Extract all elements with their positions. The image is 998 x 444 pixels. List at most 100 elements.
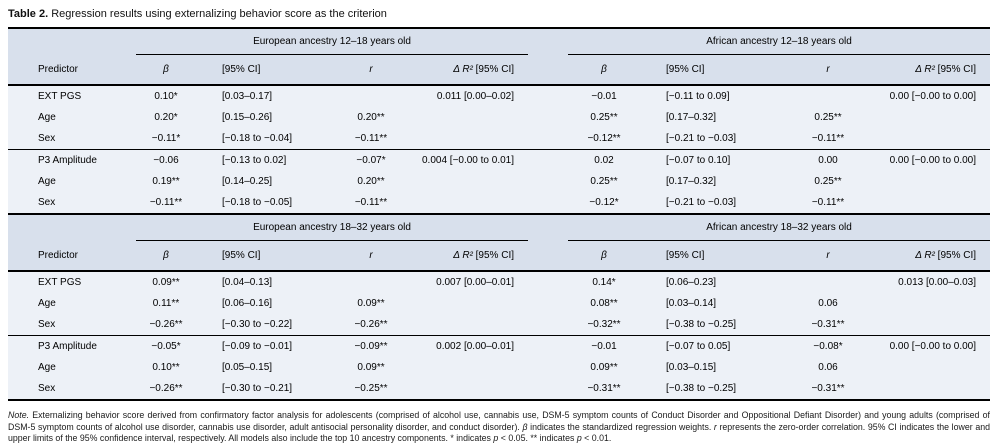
- r-cell: [326, 271, 416, 293]
- r-cell: [326, 85, 416, 107]
- ci-cell: [−0.07 to 0.05]: [640, 335, 787, 357]
- panel2-european-spanner: European ancestry 18–32 years old: [136, 213, 529, 241]
- spanner-gap: [528, 28, 569, 55]
- table-caption: Table 2. Regression results using extern…: [8, 8, 998, 20]
- delta-r2-cell: [416, 128, 529, 150]
- r-header: r: [326, 240, 416, 272]
- r-cell: [786, 271, 871, 293]
- ci-cell: [−0.30 to −0.21]: [196, 378, 326, 401]
- delta-r2-cell: [416, 171, 529, 192]
- gap-cell: [528, 171, 569, 192]
- table-number: Table 2.: [8, 8, 49, 20]
- r-cell: −0.11**: [786, 192, 871, 214]
- r-header: r: [786, 240, 871, 272]
- delta-r2-symbol: Δ R²: [915, 64, 935, 75]
- table-row: Sex −0.26** [−0.30 to −0.21] −0.25** −0.…: [8, 378, 991, 401]
- delta-r2-cell: [416, 314, 529, 336]
- delta-r2-symbol: Δ R²: [453, 64, 473, 75]
- ci-header: [95% CI]: [640, 54, 787, 86]
- gap-cell: [528, 335, 569, 357]
- beta-cell: −0.05*: [136, 335, 196, 357]
- delta-r2-cell: [870, 107, 991, 128]
- delta-r2-symbol: Δ R²: [453, 250, 473, 261]
- panel1-african-spanner: African ancestry 12–18 years old: [568, 28, 991, 55]
- beta-cell: 0.25**: [568, 107, 641, 128]
- r-cell: −0.07*: [326, 149, 416, 171]
- predictor-cell: Age: [8, 293, 136, 314]
- ci-cell: [0.06–0.16]: [196, 293, 326, 314]
- ci-cell: [0.05–0.15]: [196, 357, 326, 378]
- ci-cell: [−0.11 to 0.09]: [640, 85, 787, 107]
- r-cell: 0.20**: [326, 107, 416, 128]
- delta-r2-cell: [416, 378, 529, 401]
- beta-cell: −0.11**: [136, 192, 196, 214]
- delta-r2-cell: [870, 357, 991, 378]
- gap-cell: [528, 54, 569, 86]
- r-cell: 0.06: [786, 357, 871, 378]
- spanner-spacer: [8, 213, 136, 241]
- delta-r2-cell: [416, 107, 529, 128]
- r-cell: −0.31**: [786, 314, 871, 336]
- predictor-cell: EXT PGS: [8, 271, 136, 293]
- panel1-european-spanner: European ancestry 12–18 years old: [136, 28, 529, 55]
- delta-r2-cell: 0.007 [0.00–0.01]: [416, 271, 529, 293]
- r-cell: [786, 85, 871, 107]
- table-row: Age 0.19** [0.14–0.25] 0.20** 0.25** [0.…: [8, 171, 991, 192]
- r-header: r: [326, 54, 416, 86]
- predictor-cell: Sex: [8, 314, 136, 336]
- regression-results-table: European ancestry 12–18 years old Africa…: [8, 27, 991, 401]
- delta-r2-cell: 0.004 [−0.00 to 0.01]: [416, 149, 529, 171]
- beta-cell: −0.12**: [568, 128, 641, 150]
- gap-cell: [528, 107, 569, 128]
- r-cell: 0.00: [786, 149, 871, 171]
- table-row: Age 0.20* [0.15–0.26] 0.20** 0.25** [0.1…: [8, 107, 991, 128]
- delta-r2-cell: [416, 293, 529, 314]
- predictor-cell: Age: [8, 107, 136, 128]
- delta-r2-cell: [870, 128, 991, 150]
- beta-cell: −0.01: [568, 85, 641, 107]
- table-row: Sex −0.11** [−0.18 to −0.05] −0.11** −0.…: [8, 192, 991, 214]
- r-cell: 0.09**: [326, 357, 416, 378]
- ci-cell: [0.03–0.17]: [196, 85, 326, 107]
- ci-cell: [0.06–0.23]: [640, 271, 787, 293]
- ci-cell: [0.14–0.25]: [196, 171, 326, 192]
- beta-cell: −0.12*: [568, 192, 641, 214]
- r-cell: −0.11**: [326, 192, 416, 214]
- table-row: EXT PGS 0.10* [0.03–0.17] 0.011 [0.00–0.…: [8, 85, 991, 107]
- predictor-header: Predictor: [8, 54, 136, 86]
- gap-cell: [528, 149, 569, 171]
- r-cell: 0.25**: [786, 107, 871, 128]
- panel1-column-header-row: Predictor β [95% CI] r Δ R² [95% CI] β […: [8, 54, 991, 86]
- delta-r2-cell: [870, 293, 991, 314]
- panel2-column-header-row: Predictor β [95% CI] r Δ R² [95% CI] β […: [8, 240, 991, 272]
- delta-r2-symbol: Δ R²: [915, 250, 935, 261]
- beta-cell: −0.11*: [136, 128, 196, 150]
- delta-r2-header: Δ R² [95% CI]: [416, 54, 529, 86]
- ci-cell: [−0.38 to −0.25]: [640, 314, 787, 336]
- beta-cell: 0.10*: [136, 85, 196, 107]
- beta-cell: −0.32**: [568, 314, 641, 336]
- ci-cell: [0.17–0.32]: [640, 171, 787, 192]
- ci-cell: [0.15–0.26]: [196, 107, 326, 128]
- ci-cell: [0.04–0.13]: [196, 271, 326, 293]
- beta-cell: 0.20*: [136, 107, 196, 128]
- beta-cell: 0.14*: [568, 271, 641, 293]
- r-cell: −0.08*: [786, 335, 871, 357]
- table-caption-text: Regression results using externalizing b…: [48, 8, 387, 20]
- gap-cell: [528, 293, 569, 314]
- ci-header: [95% CI]: [640, 240, 787, 272]
- predictor-cell: P3 Amplitude: [8, 335, 136, 357]
- predictor-cell: Age: [8, 357, 136, 378]
- delta-r2-cell: 0.00 [−0.00 to 0.00]: [870, 85, 991, 107]
- ci-header: [95% CI]: [196, 54, 326, 86]
- predictor-cell: P3 Amplitude: [8, 149, 136, 171]
- ci-cell: [−0.18 to −0.04]: [196, 128, 326, 150]
- table-row: EXT PGS 0.09** [0.04–0.13] 0.007 [0.00–0…: [8, 271, 991, 293]
- delta-r2-cell: 0.00 [−0.00 to 0.00]: [870, 335, 991, 357]
- beta-cell: 0.09**: [568, 357, 641, 378]
- predictor-cell: Age: [8, 171, 136, 192]
- predictor-cell: EXT PGS: [8, 85, 136, 107]
- beta-cell: 0.09**: [136, 271, 196, 293]
- beta-cell: 0.02: [568, 149, 641, 171]
- beta-header: β: [568, 240, 641, 272]
